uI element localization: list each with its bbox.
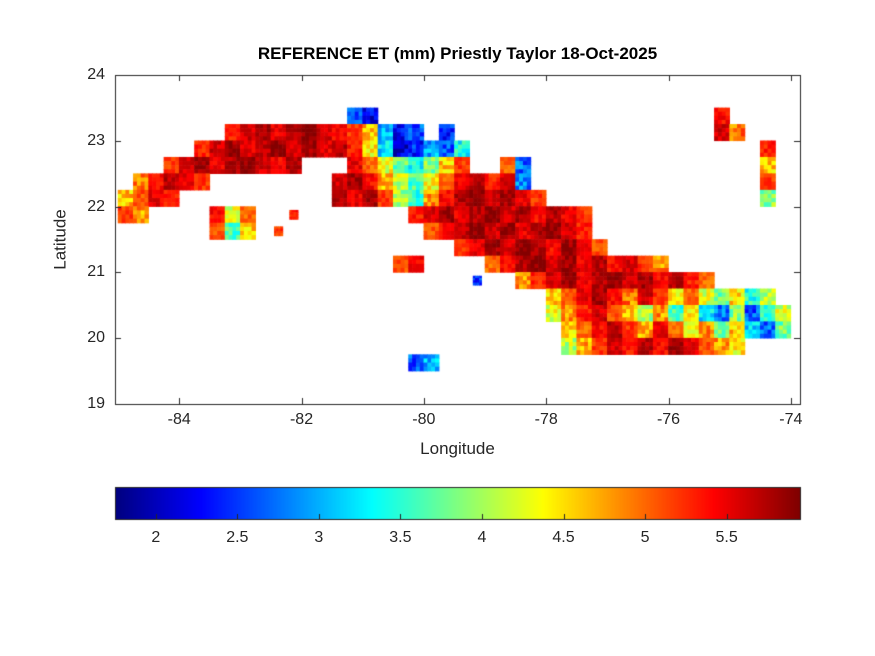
x-tick-label: -74 (779, 411, 803, 428)
colorbar-tick-label: 3 (314, 529, 324, 546)
colorbar-tick-label: 5 (640, 529, 650, 546)
x-tick-label: -76 (656, 411, 681, 428)
colorbar-tick-label: 4 (477, 529, 487, 546)
y-tick-label: 21 (87, 263, 105, 281)
y-tick-label: 20 (87, 329, 105, 347)
y-tick-label: 23 (87, 131, 105, 149)
chart-title: REFERENCE ET (mm) Priestly Taylor 18-Oct… (257, 44, 658, 63)
x-axis-label: Longitude (420, 439, 495, 458)
y-tick-label: 24 (87, 66, 105, 83)
x-tick-label: -82 (289, 411, 314, 428)
y-tick-label: 19 (87, 395, 105, 412)
colorbar-tick-label: 2 (151, 529, 161, 546)
x-tick-label: -84 (167, 411, 191, 428)
x-tick-label: -78 (534, 411, 558, 428)
y-tick-label: 22 (87, 197, 105, 215)
colorbar-tick-label: 5.5 (715, 529, 738, 546)
x-tick-label: -80 (412, 411, 436, 428)
y-axis-label: Latitude (50, 209, 70, 270)
colorbar-tick-label: 4.5 (552, 529, 575, 546)
colorbar-tick-label: 2.5 (226, 529, 249, 546)
colorbar-tick-label: 3.5 (389, 529, 412, 546)
